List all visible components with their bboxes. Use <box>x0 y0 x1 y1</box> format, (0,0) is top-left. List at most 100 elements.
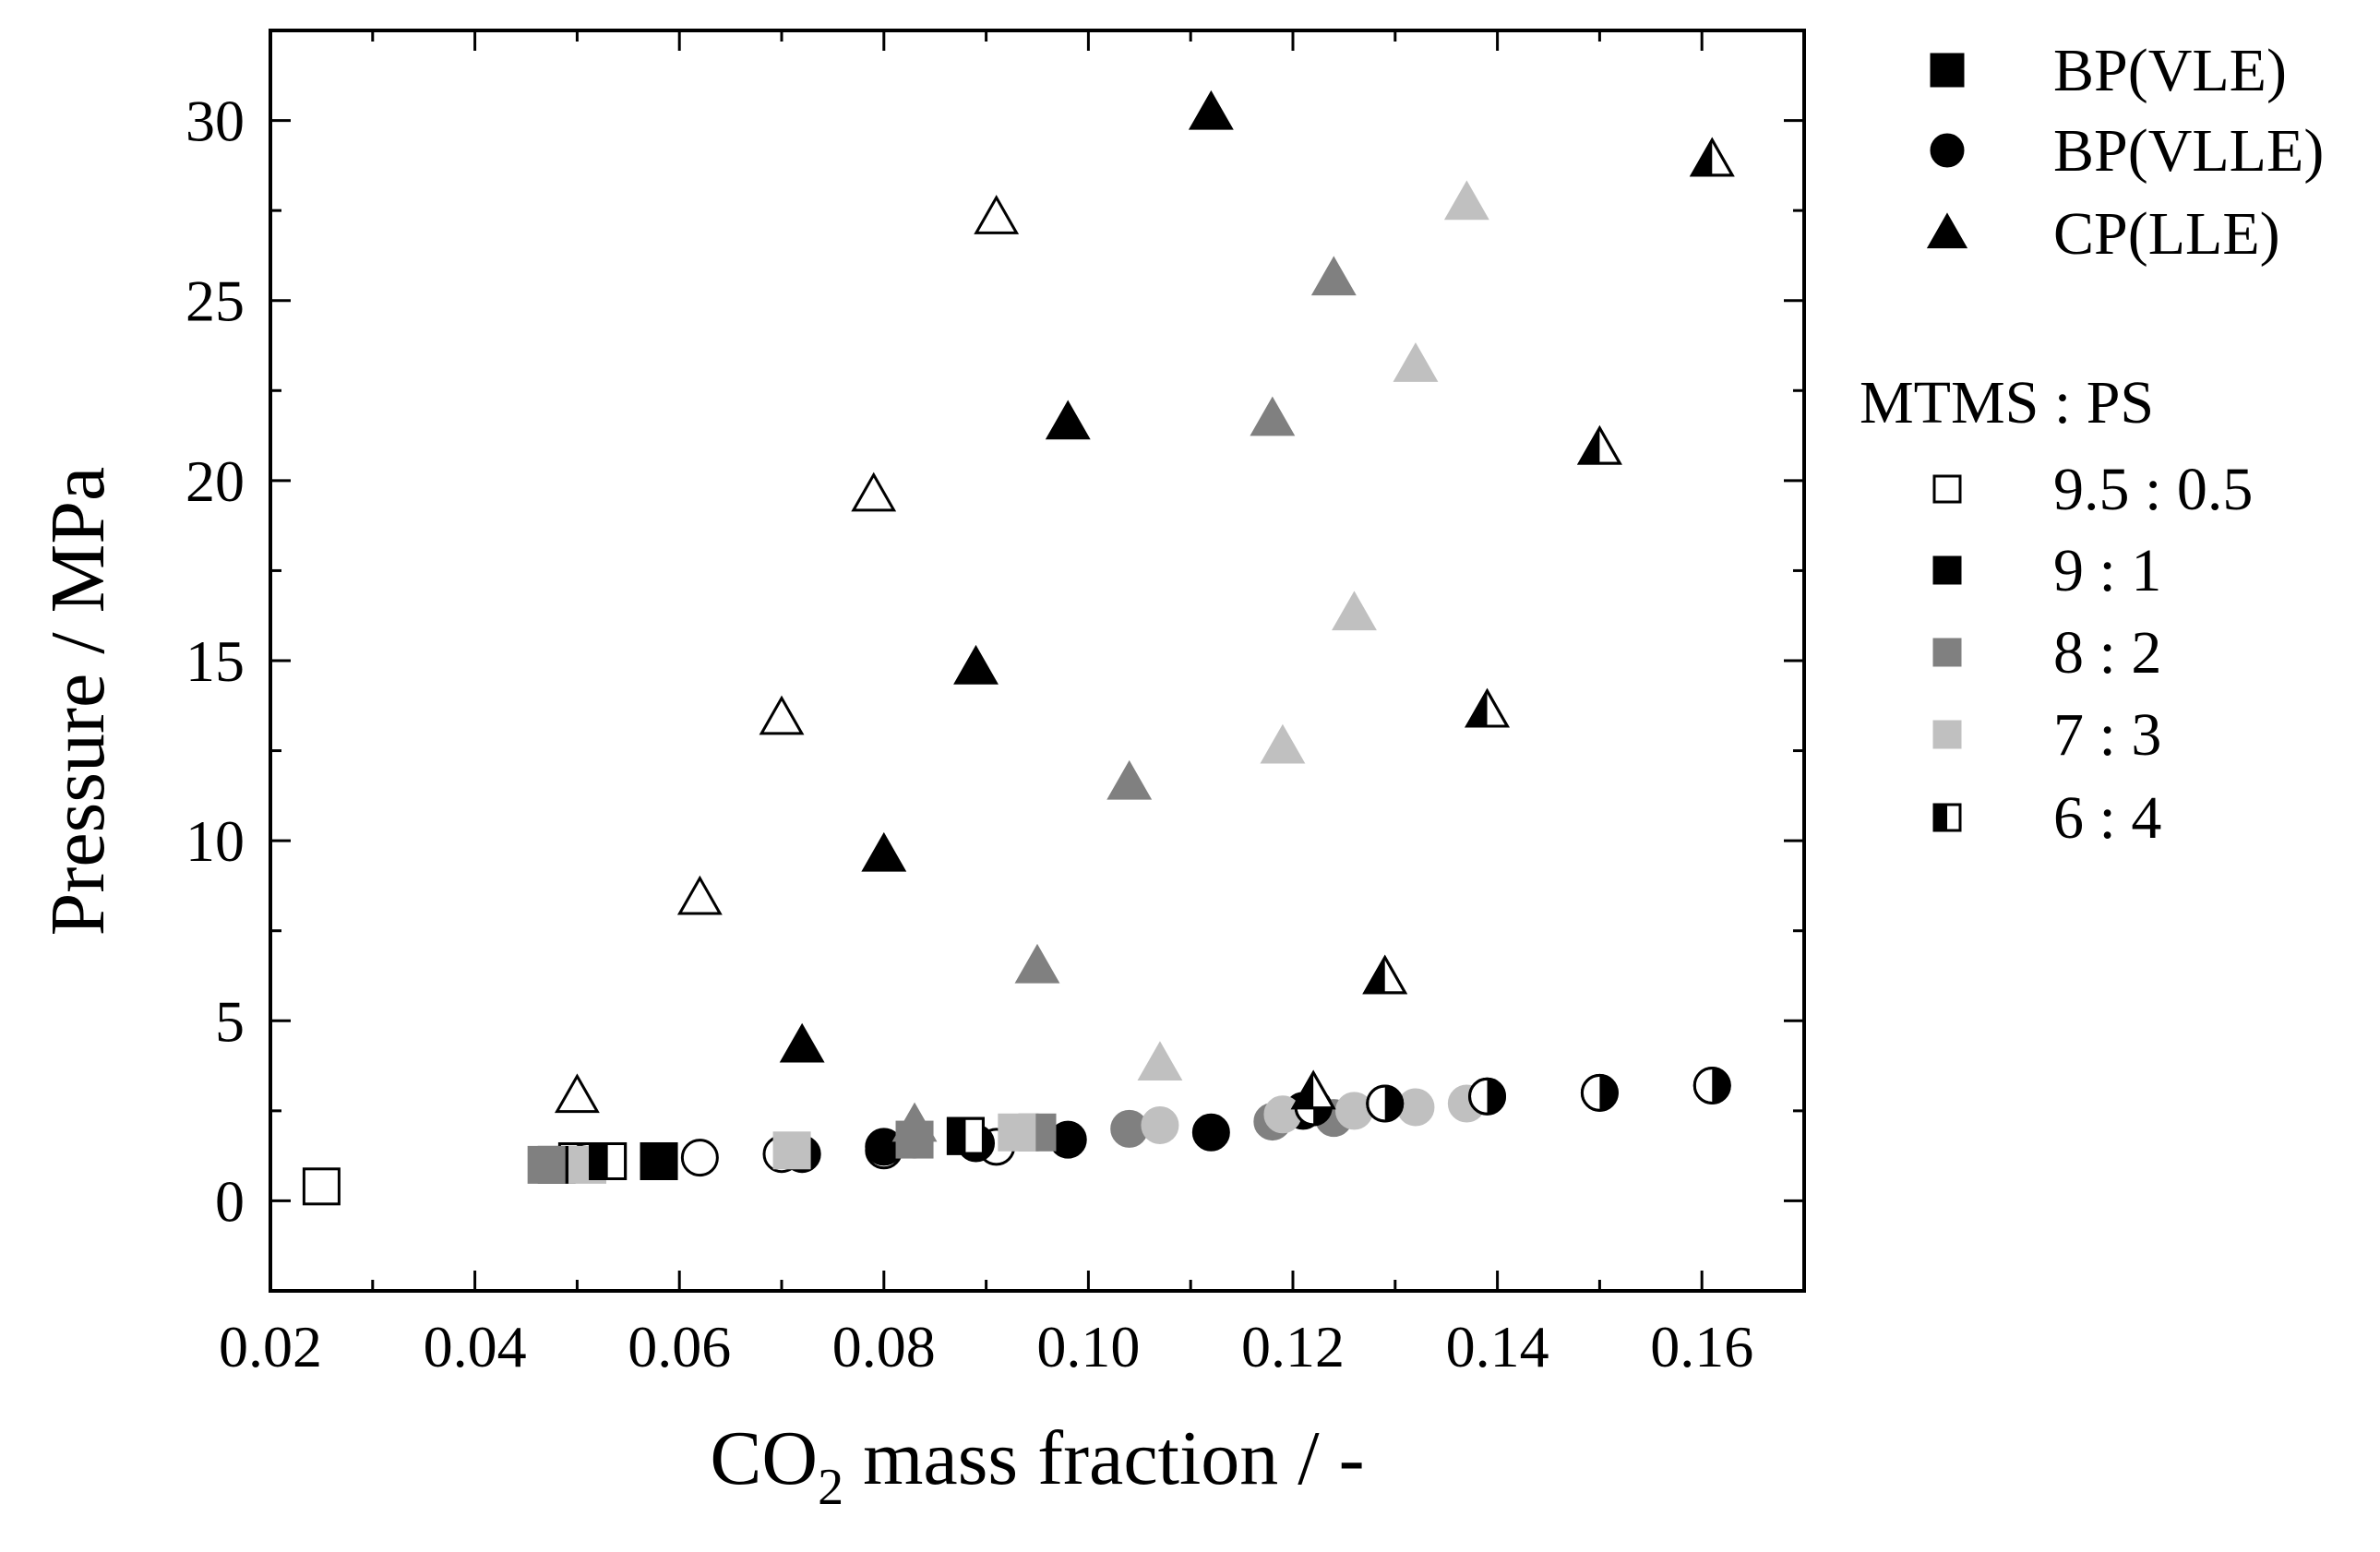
marker-outline <box>946 1116 985 1155</box>
data-point-triangle <box>953 644 999 685</box>
marker-shape <box>1332 591 1377 631</box>
marker-outline <box>1362 954 1408 995</box>
marker-shape <box>1260 723 1306 764</box>
marker-shape <box>1334 1092 1373 1130</box>
data-point-circle <box>1468 1077 1507 1116</box>
marker-outline <box>1468 1077 1507 1116</box>
marker-shape <box>891 1102 938 1142</box>
legend-marker-square <box>1930 53 1965 88</box>
marker-shape <box>1106 759 1153 800</box>
legend-ratio-label: 9.5 : 0.5 <box>2053 456 2253 523</box>
plot-frame <box>269 29 1806 1293</box>
marker-shape <box>554 1073 600 1114</box>
marker-shape <box>640 1141 678 1180</box>
y-tick-label: 20 <box>185 448 245 514</box>
legend-label: CP(LLE) <box>2053 200 2280 268</box>
series <box>891 256 1357 1142</box>
data-point-circle <box>1580 1073 1619 1112</box>
legend-ratio-marker <box>1932 474 1962 504</box>
marker-half-fill <box>590 1143 608 1179</box>
legend-ratio-marker <box>1932 803 1962 832</box>
marker-outline <box>1580 1073 1619 1112</box>
x-tick-label: 0.12 <box>1241 1314 1345 1379</box>
y-tick-label: 5 <box>215 988 245 1054</box>
data-point-circle <box>1692 1067 1731 1105</box>
marker-shape <box>1932 638 1962 667</box>
marker-shape <box>974 195 1020 234</box>
x-axis-title-main: CO <box>710 1415 818 1501</box>
series <box>554 195 1020 1114</box>
data-point-triangle <box>1014 943 1060 984</box>
marker-outline <box>1465 687 1510 728</box>
data-point-square <box>527 1145 566 1184</box>
axis-ticks <box>269 29 1806 1293</box>
marker-shape <box>953 644 999 685</box>
marker-shape <box>1188 90 1234 130</box>
marker-shape <box>1443 180 1489 221</box>
data-markers <box>302 90 1735 1206</box>
legend-ratio-label: 7 : 3 <box>2053 701 2161 769</box>
data-point-triangle <box>891 1102 938 1142</box>
marker-shape <box>676 875 723 915</box>
y-axis-title: Pressure / MPa <box>35 467 121 937</box>
marker-shape <box>680 1139 719 1177</box>
x-tick-label: 0.06 <box>628 1314 731 1379</box>
marker-shape <box>1932 555 1962 585</box>
y-tick-label: 25 <box>185 269 245 334</box>
legend-ratio-label: 8 : 2 <box>2053 619 2161 686</box>
data-point-square <box>589 1141 628 1180</box>
data-point-triangle <box>1260 723 1306 764</box>
data-point-triangle <box>1576 424 1622 465</box>
legend-marker-triangle <box>1926 212 1968 249</box>
data-point-triangle <box>1332 591 1377 631</box>
marker-shape <box>1393 342 1439 382</box>
marker-shape <box>1930 133 1965 168</box>
marker-shape <box>1932 720 1962 749</box>
marker-shape <box>1250 396 1296 436</box>
marker-shape <box>861 831 907 872</box>
data-point-triangle <box>851 472 897 512</box>
legend-ratio-marker <box>1932 555 1962 585</box>
series <box>1137 180 1489 1081</box>
legend: BP(VLE) BP(VLLE) CP(LLE) MTMS : PS 9.5 : 0.5… <box>1860 37 2324 852</box>
marker-shape <box>759 695 805 735</box>
data-point-triangle <box>1045 400 1091 440</box>
series <box>589 1116 985 1180</box>
data-point-triangle <box>1310 256 1357 296</box>
legend-ratio-label: 6 : 4 <box>2053 784 2161 852</box>
marker-shape <box>1191 1113 1230 1152</box>
y-tick-label: 30 <box>185 89 245 154</box>
data-point-triangle <box>759 695 805 735</box>
data-point-triangle <box>1689 137 1735 177</box>
data-point-triangle <box>676 875 723 915</box>
data-point-triangle <box>1188 90 1234 130</box>
data-point-circle <box>1366 1084 1405 1123</box>
marker-shape <box>1137 1041 1183 1081</box>
data-point-triangle <box>1290 1069 1336 1110</box>
x-tick-label: 0.14 <box>1446 1314 1549 1379</box>
marker-shape <box>998 1113 1036 1152</box>
data-point-square <box>946 1116 985 1155</box>
y-tick-label: 0 <box>215 1168 245 1234</box>
data-point-triangle <box>779 1022 825 1063</box>
data-point-triangle <box>1250 396 1296 436</box>
marker-shape <box>1930 53 1965 88</box>
marker-shape <box>1045 400 1091 440</box>
data-point-circle <box>1334 1092 1373 1130</box>
legend-label: BP(VLLE) <box>2053 117 2324 185</box>
data-point-triangle <box>1362 954 1408 995</box>
legend-ratio-marker <box>1932 638 1962 667</box>
marker-shape <box>1141 1105 1179 1144</box>
marker-shape <box>772 1131 811 1170</box>
legend-label: BP(VLE) <box>2053 37 2287 104</box>
marker-shape <box>302 1167 341 1206</box>
marker-shape <box>1932 474 1962 504</box>
data-point-triangle <box>1443 180 1489 221</box>
x-axis-title-rest: mass fraction / - <box>843 1415 1365 1501</box>
data-point-triangle <box>1465 687 1510 728</box>
data-point-square <box>772 1131 811 1170</box>
marker-half-fill <box>1599 1075 1618 1111</box>
y-tick-label: 10 <box>185 808 245 874</box>
marker-outline <box>589 1141 628 1180</box>
marker-outline <box>1290 1069 1336 1110</box>
